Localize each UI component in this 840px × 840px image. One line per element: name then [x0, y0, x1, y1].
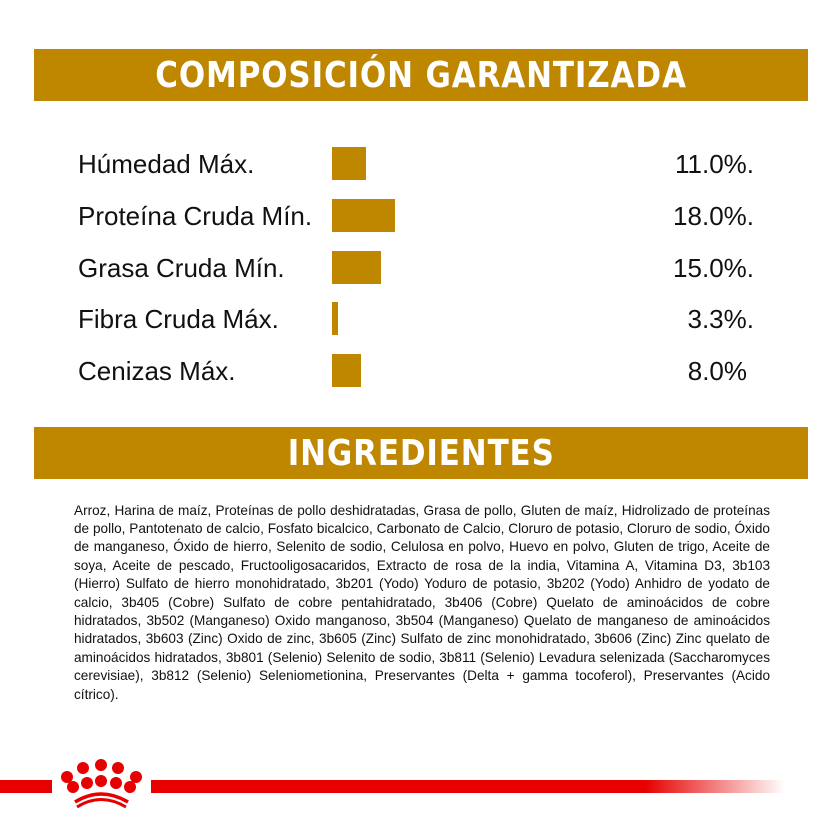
composition-row-proteina: Proteína Cruda Mín. 18.0%. [0, 199, 840, 233]
row-label: Cenizas Máx. [78, 356, 236, 386]
composition-row-humedad: Húmedad Máx. 11.0%. [0, 147, 840, 181]
row-value: 8.0% [687, 356, 747, 386]
composition-row-grasa: Grasa Cruda Mín. 15.0%. [0, 251, 840, 285]
ingredients-title: INGREDIENTES [287, 432, 555, 474]
row-label: Húmedad Máx. [78, 149, 255, 179]
bar-fibra [332, 302, 338, 335]
bar-humedad [332, 147, 366, 180]
ingredients-text: Arroz, Harina de maíz, Proteínas de poll… [74, 502, 770, 702]
row-value: 3.3%. [687, 304, 755, 334]
row-label: Grasa Cruda Mín. [78, 253, 285, 283]
row-value: 18.0%. [673, 201, 754, 231]
footer-red-line-right [151, 780, 785, 793]
ingredients-header-banner: INGREDIENTES [34, 427, 808, 479]
crown-icon [61, 759, 142, 809]
row-label: Fibra Cruda Máx. [78, 304, 279, 334]
composition-title: COMPOSICIÓN GARANTIZADA [155, 54, 687, 96]
row-value: 11.0%. [674, 149, 754, 179]
footer-red-line-left [0, 780, 52, 793]
bar-grasa [332, 251, 381, 284]
row-label: Proteína Cruda Mín. [78, 201, 313, 231]
bar-cenizas [332, 354, 361, 387]
composition-header-banner: COMPOSICIÓN GARANTIZADA [34, 49, 808, 101]
composition-row-fibra: Fibra Cruda Máx. 3.3%. [0, 302, 840, 336]
bar-proteina [332, 199, 395, 232]
composition-row-cenizas: Cenizas Máx. 8.0% [0, 354, 840, 388]
row-value: 15.0%. [673, 253, 754, 283]
